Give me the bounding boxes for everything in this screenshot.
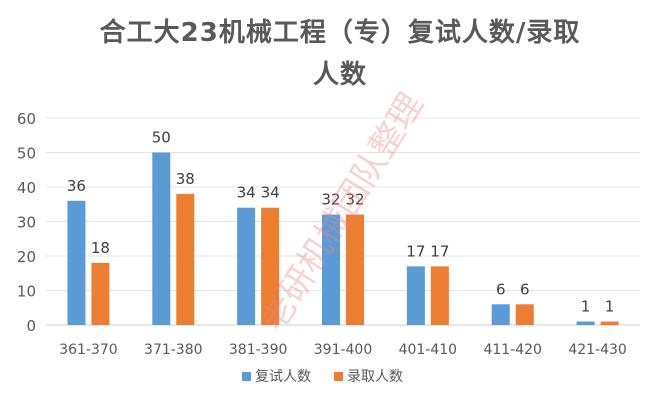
y-tick-label: 0 — [26, 317, 36, 335]
y-tick-label: 10 — [17, 283, 36, 301]
data-label: 6 — [496, 280, 506, 298]
data-label: 1 — [581, 298, 591, 316]
bar-retest — [237, 207, 256, 325]
legend-swatch-admit — [334, 372, 343, 381]
y-tick-label: 30 — [17, 214, 36, 232]
bar-admit — [600, 321, 619, 325]
data-label: 38 — [176, 170, 195, 188]
bar-admit — [261, 207, 280, 325]
data-label: 17 — [406, 242, 425, 260]
bar-admit — [346, 214, 364, 325]
bar-retest — [491, 304, 510, 325]
data-label: 34 — [261, 184, 280, 202]
y-tick-label: 40 — [17, 179, 36, 197]
legend-label-retest: 复试人数 — [255, 368, 311, 385]
bar-retest — [322, 214, 340, 325]
y-tick-label: 60 — [17, 110, 36, 128]
bar-admit — [430, 266, 449, 325]
data-label: 17 — [430, 242, 449, 260]
data-label: 6 — [520, 280, 530, 298]
data-label: 32 — [345, 191, 364, 209]
x-tick-label: 361-370 — [59, 342, 118, 358]
legend-swatch-retest — [242, 372, 251, 381]
bar-admit — [515, 304, 534, 325]
x-tick-label: 421-430 — [568, 342, 627, 358]
data-label: 50 — [152, 129, 171, 147]
x-tick-label: 391-400 — [314, 342, 373, 358]
chart-title: 合工大23机械工程（专）复试人数/录取 — [99, 18, 581, 48]
x-tick-label: 411-420 — [483, 342, 542, 358]
bar-retest — [67, 200, 86, 325]
data-label: 34 — [237, 184, 256, 202]
y-tick-label: 50 — [17, 145, 36, 163]
legend-label-admit: 录取人数 — [347, 369, 403, 385]
data-label: 18 — [91, 239, 110, 257]
bar-admit — [91, 262, 110, 325]
data-label: 32 — [321, 191, 340, 209]
x-tick-label: 371-380 — [144, 342, 203, 358]
x-tick-label: 401-410 — [399, 342, 458, 358]
x-tick-label: 381-390 — [229, 342, 288, 358]
bar-admit — [176, 193, 195, 325]
watermark: 老研机械团队整理 — [254, 86, 432, 338]
data-label: 1 — [605, 298, 615, 316]
y-tick-label: 20 — [17, 248, 36, 266]
bar-retest — [406, 266, 425, 325]
data-label: 36 — [67, 177, 86, 195]
chart-title-continued: 人数 — [312, 60, 367, 90]
bar-retest — [576, 321, 595, 325]
bar-retest — [152, 152, 171, 325]
